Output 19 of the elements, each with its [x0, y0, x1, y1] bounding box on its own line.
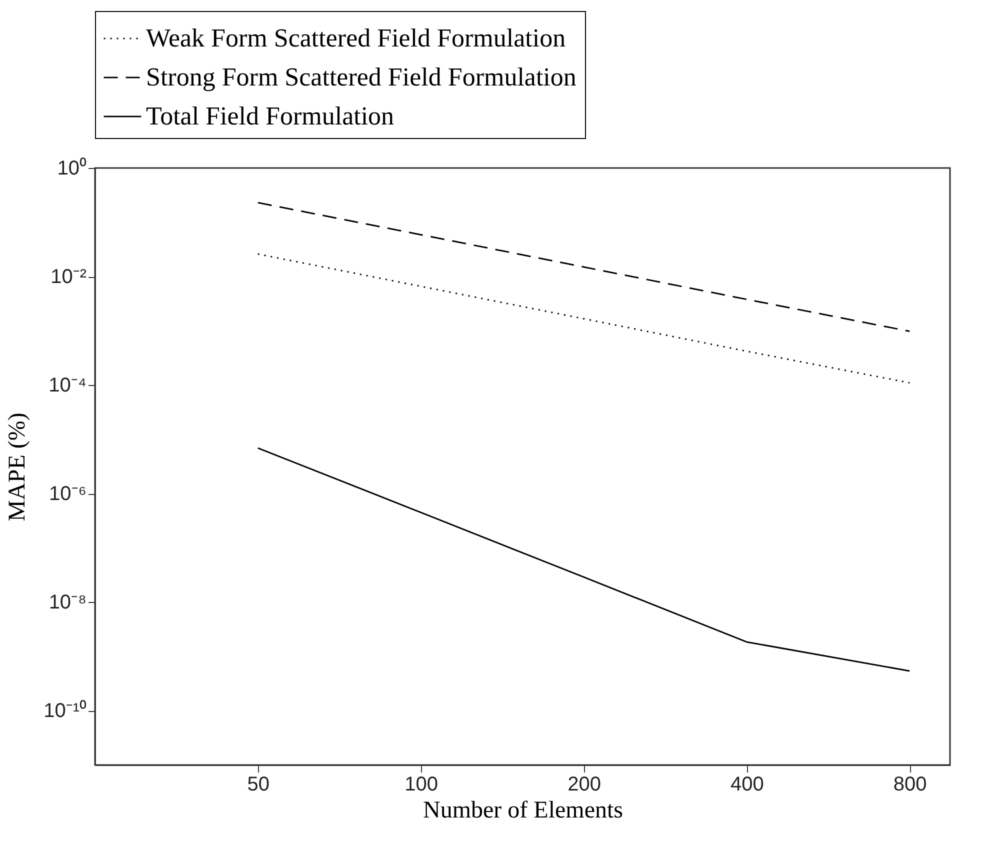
y-tick-label: 10⁻⁴: [48, 374, 86, 397]
legend-label: Total Field Formulation: [146, 102, 394, 130]
line-series: [257, 447, 910, 672]
x-axis-title: Number of Elements: [423, 798, 623, 824]
y-tick-label: 10⁻¹⁰: [44, 699, 86, 722]
x-tick-label: 200: [568, 774, 601, 796]
line-series: [257, 202, 910, 332]
legend-label: Strong Form Scattered Field Formulation: [146, 62, 576, 92]
y-tick-label: 10⁻⁸: [48, 592, 86, 614]
line-series: [257, 253, 910, 384]
x-tick-label: 400: [730, 774, 764, 796]
x-tick-label: 800: [893, 774, 927, 796]
y-tick-label: 10⁰: [57, 156, 86, 180]
y-tick-label: 10⁻⁶: [49, 483, 86, 506]
x-tick-label: 50: [247, 774, 270, 796]
y-axis-title: MAPE (%): [4, 412, 31, 522]
legend-label: Weak Form Scattered Field Formulation: [146, 24, 566, 52]
x-tick-label: 100: [404, 774, 438, 796]
y-tick-label: 10⁻²: [50, 266, 87, 288]
